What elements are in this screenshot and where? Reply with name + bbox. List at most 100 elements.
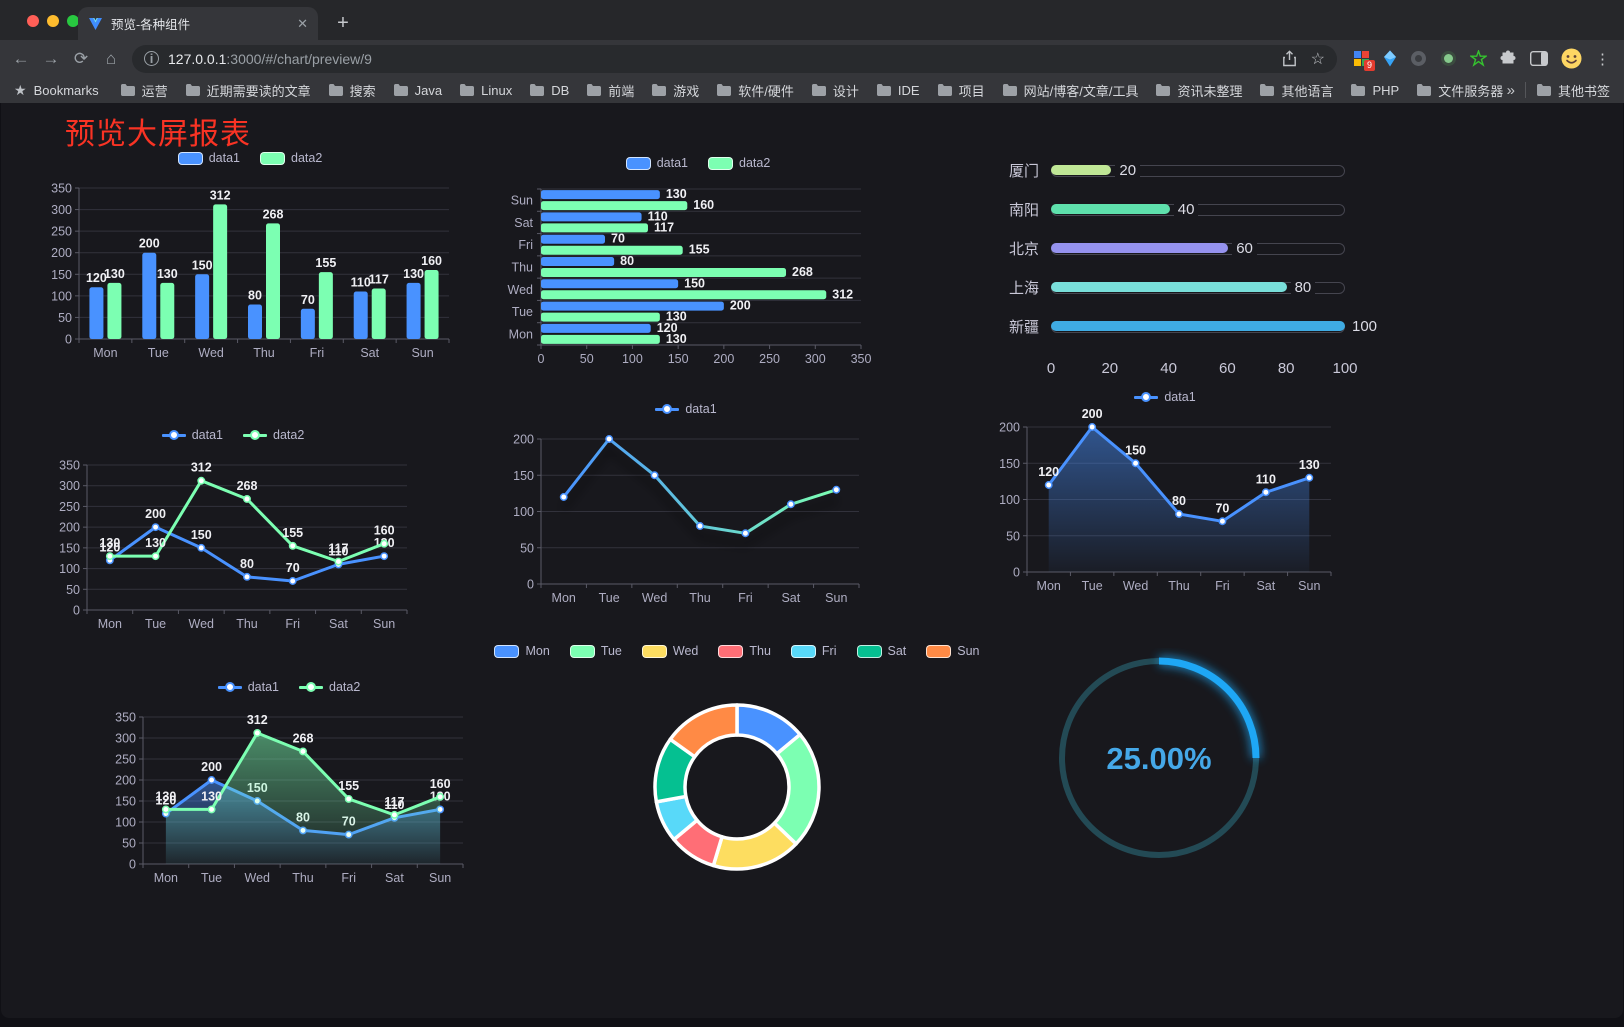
chart-legend: Mon Tue Wed Thu Fri Sat Sun [494,641,980,661]
legend-marker [177,151,203,165]
svg-text:200: 200 [1082,407,1103,421]
progress-label: 北京 [1008,241,1039,258]
reload-icon[interactable]: ⟳ [73,48,89,68]
bookmark-item[interactable]: 软件/硬件 [716,81,794,100]
legend-item[interactable]: data1 [655,402,717,416]
legend-item[interactable]: data1 [161,428,223,442]
svg-text:Sun: Sun [411,346,433,360]
legend-item[interactable]: Sat [856,644,906,658]
svg-text:200: 200 [730,299,751,313]
svg-text:312: 312 [210,188,231,202]
profile-avatar[interactable] [1561,48,1582,69]
svg-text:155: 155 [315,256,336,270]
legend-item[interactable]: Fri [790,644,837,658]
svg-text:250: 250 [59,500,80,514]
bookmark-item[interactable]: 搜索 [328,81,376,100]
svg-text:200: 200 [513,433,534,447]
two-series-area-chart: data1 data2 0 50 100 150 200 250 300 350 Mon Tue Wed… [103,677,475,891]
donut-segment[interactable] [711,821,798,871]
browser-menu-kebab-icon[interactable]: ⋮ [1595,50,1610,68]
site-info-icon[interactable]: i [144,51,159,66]
legend-item[interactable]: Wed [641,644,698,658]
other-bookmarks-folder[interactable]: 其他书签 [1536,81,1610,100]
bookmarks-star-icon[interactable]: ★ [14,81,27,98]
browser-toolbar: ← → ⟳ ⌂ i 127.0.0.1:3000/#/chart/preview… [0,40,1624,77]
dashboard-panel: 预览大屏报表 data1 data2 0 50 100 150 200 250 300 350 Mo… [1,103,1623,1018]
svg-text:350: 350 [115,711,136,725]
svg-text:300: 300 [59,479,80,493]
legend-item[interactable]: data1 [625,156,688,170]
bookmark-item[interactable]: IDE [876,83,920,98]
svg-text:Wed: Wed [198,346,224,360]
extensions-puzzle-icon[interactable] [1500,50,1517,67]
bookmark-item[interactable]: 设计 [811,81,859,100]
extension-green-star-icon[interactable] [1470,50,1487,67]
svg-text:50: 50 [1006,529,1020,543]
bookmark-item[interactable]: 资讯未整理 [1155,81,1242,100]
svg-text:130: 130 [1299,458,1320,472]
bookmarks-overflow-chevron[interactable]: » [1506,81,1515,99]
svg-text:150: 150 [513,469,534,483]
legend-item[interactable]: data2 [708,156,770,170]
legend-item[interactable]: data2 [243,428,304,442]
tab-close-icon[interactable]: ✕ [297,15,308,31]
svg-text:268: 268 [263,207,284,221]
address-bar[interactable]: i 127.0.0.1:3000/#/chart/preview/9 ☆ [132,44,1337,73]
chart-legend: data1 data2 [39,148,461,168]
forward-icon[interactable]: → [42,48,60,68]
bookmark-item[interactable]: 前端 [586,81,634,100]
bookmark-item[interactable]: DB [529,83,569,98]
svg-text:50: 50 [580,352,594,366]
extension-grid-icon[interactable]: 9 [1353,50,1375,71]
bookmark-item[interactable]: 其他语言 [1259,81,1333,100]
extension-green-circle-icon[interactable] [1440,50,1457,67]
bookmark-item[interactable]: 游戏 [651,81,699,100]
bookmark-item[interactable]: 项目 [937,81,985,100]
svg-text:0: 0 [1013,566,1020,580]
legend-item[interactable]: data1 [217,680,279,694]
bookmark-item[interactable]: 近期需要读的文章 [185,81,311,100]
bookmark-item[interactable]: 网站/博客/文章/工具 [1002,81,1138,100]
svg-text:Wed: Wed [642,591,668,605]
zoom-window-button[interactable] [67,15,79,27]
legend-item[interactable]: data1 [1134,390,1196,404]
legend-item[interactable]: data1 [177,151,240,165]
gauge-value-label: 25.00% [1106,741,1211,776]
bookmarks-label[interactable]: Bookmarks [33,82,99,98]
svg-text:130: 130 [666,187,687,201]
svg-text:0: 0 [65,333,72,347]
bookmark-item[interactable]: 文件服务器 [1416,81,1503,100]
bookmark-item[interactable]: Linux [459,83,512,98]
progress-value: 60 [1232,239,1257,258]
bookmark-item[interactable]: Java [393,83,442,98]
new-tab-button[interactable]: + [337,11,349,34]
svg-text:117: 117 [328,542,348,556]
donut-chart: Mon Tue Wed Thu Fri Sat Sun [494,641,980,971]
svg-text:Fri: Fri [285,617,300,631]
legend-item[interactable]: data2 [260,151,322,165]
legend-item[interactable]: Tue [569,644,622,658]
extension-dark-circle-icon[interactable] [1410,50,1427,67]
legend-item[interactable]: Mon [494,644,550,658]
svg-text:200: 200 [139,237,160,251]
svg-text:200: 200 [713,352,734,366]
legend-item[interactable]: Thu [718,644,771,658]
sidebar-panel-icon[interactable] [1530,51,1548,66]
progress-fill [1051,164,1112,175]
back-icon[interactable]: ← [12,48,30,68]
legend-marker [625,156,651,170]
browser-tab[interactable]: 预览-各种组件 ✕ [78,7,318,40]
svg-text:350: 350 [51,182,72,196]
share-icon[interactable] [1282,50,1297,67]
donut-segment[interactable] [668,703,739,759]
legend-item[interactable]: Sun [926,644,980,658]
bookmark-star-icon[interactable]: ☆ [1310,50,1325,68]
close-window-button[interactable] [27,15,39,27]
bookmark-item[interactable]: 运营 [120,81,168,100]
extension-kite-icon[interactable] [1383,50,1397,67]
svg-text:200: 200 [59,521,80,535]
home-icon[interactable]: ⌂ [105,48,117,68]
legend-item[interactable]: data2 [299,680,360,694]
minimize-window-button[interactable] [47,15,59,27]
bookmark-item[interactable]: PHP [1350,83,1399,98]
